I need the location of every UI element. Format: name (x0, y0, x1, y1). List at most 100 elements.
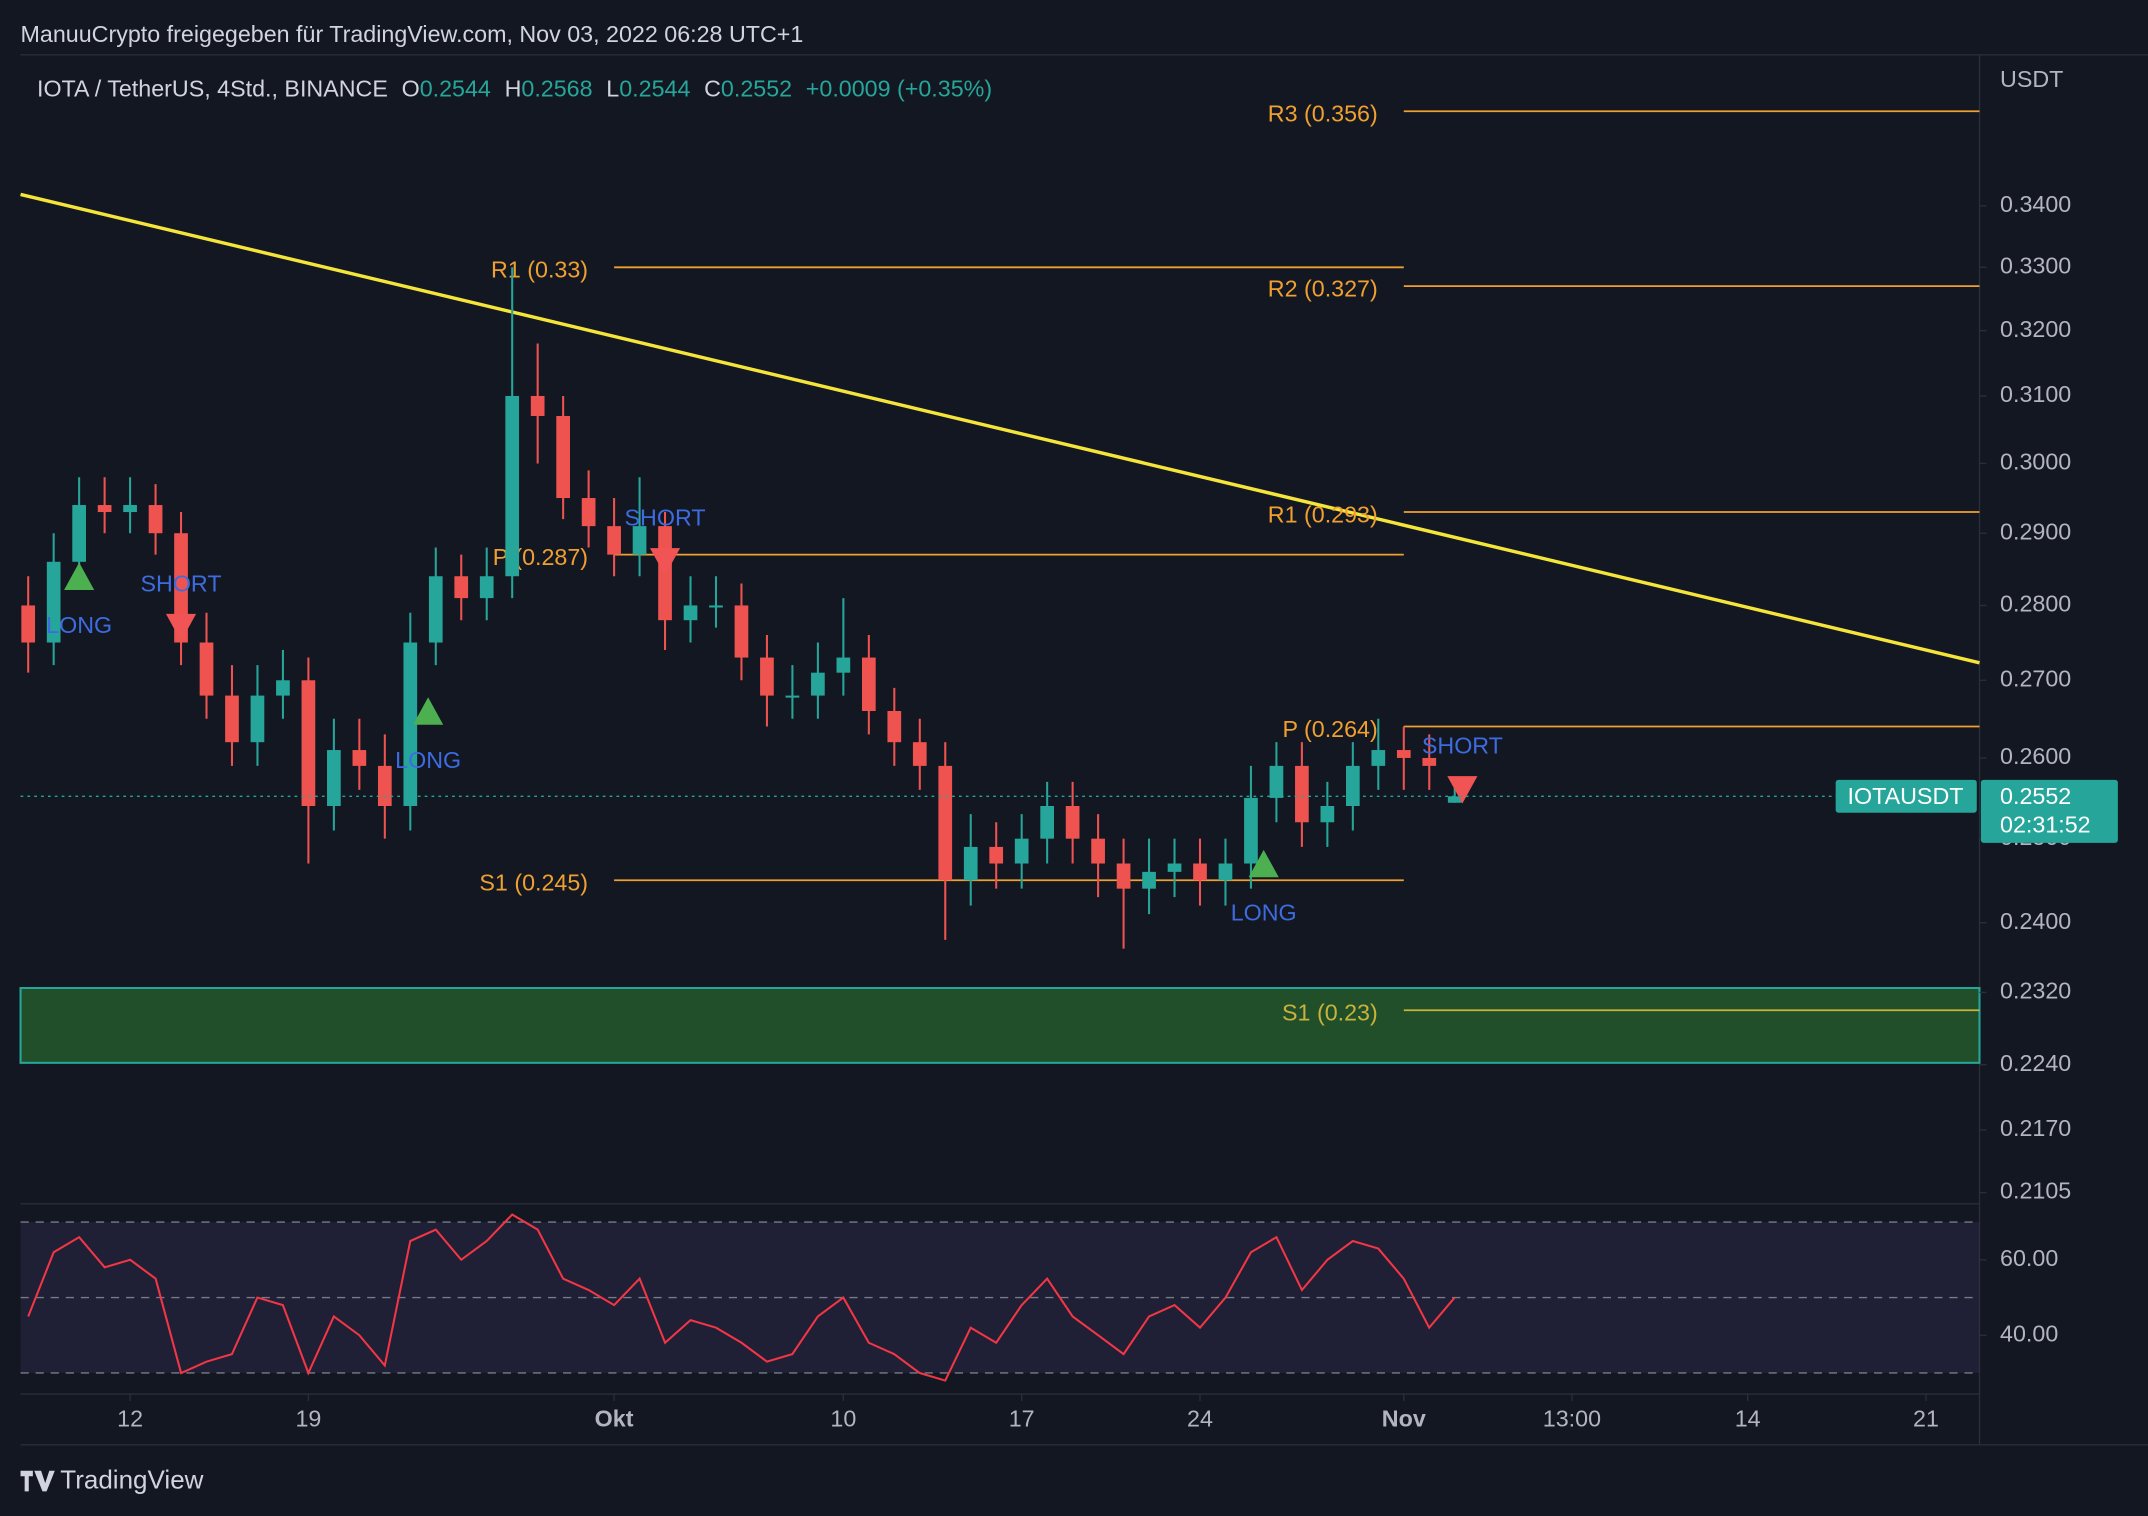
candle-body (1116, 863, 1131, 889)
candle-body (607, 526, 621, 555)
x-tick-label: Nov (1382, 1405, 1426, 1431)
pivot-label: R1 (0.33) (491, 257, 588, 283)
signal-arrow (413, 697, 444, 725)
zone (19, 986, 1981, 1064)
candle-body (301, 680, 316, 807)
candle-body (1345, 765, 1360, 807)
candle-body (989, 846, 1004, 864)
signal-label: SHORT (1422, 733, 1503, 759)
rsi-tick-label: 60.00 (2000, 1245, 2058, 1271)
y-tick-label: 0.2320 (2000, 978, 2071, 1004)
price-tag-value: 0.2552 (2000, 783, 2071, 809)
candle-body (1091, 838, 1105, 864)
candle-body (938, 765, 953, 881)
price-tag (1980, 779, 2118, 843)
signal-label: SHORT (625, 505, 706, 531)
candle-body (46, 561, 61, 643)
candle-body (581, 498, 596, 527)
y-tick-label: 0.2600 (2000, 743, 2071, 769)
brand: TradingView (60, 1465, 203, 1495)
signal-label: LONG (395, 747, 461, 773)
candle-body (1040, 806, 1055, 839)
candle-body (1447, 796, 1462, 803)
candle-body (21, 605, 36, 643)
candle-body (250, 695, 265, 743)
x-tick-label: 21 (1913, 1405, 1939, 1431)
candle-body (530, 395, 545, 416)
brand-logo (20, 1470, 55, 1492)
candle-body (123, 505, 137, 513)
candle-body (428, 576, 443, 643)
symbol-tag-label: IOTAUSDT (1848, 783, 1964, 809)
candle-body (912, 742, 927, 766)
legend-part: L (606, 76, 619, 102)
signal-arrow (1447, 776, 1478, 804)
x-tick-label: 24 (1187, 1405, 1213, 1431)
candle-body (1142, 871, 1156, 889)
x-tick-label: 14 (1735, 1405, 1761, 1431)
candle-body (760, 657, 774, 696)
candle-body (1396, 750, 1411, 758)
y-tick-label: 0.3200 (2000, 316, 2071, 342)
legend: IOTA / TetherUS, 4Std., BINANCE O0.2544 H0… (37, 76, 992, 102)
candle-body (479, 576, 494, 599)
shared-by: ManuuCrypto freigegeben für TradingView.… (21, 21, 804, 47)
x-tick-label: 10 (830, 1405, 856, 1431)
pivot-label: R3 (0.356) (1268, 100, 1378, 126)
candle-body (887, 710, 902, 743)
legend-part: C (704, 76, 721, 102)
candle-body (785, 695, 800, 698)
candle-body (1244, 797, 1258, 864)
y-tick-label: 0.3100 (2000, 381, 2071, 407)
candle-body (1193, 863, 1207, 881)
signal-arrow (64, 562, 95, 590)
trendline (20, 192, 1980, 665)
candle-body (1371, 750, 1386, 766)
x-tick-label: 19 (295, 1405, 321, 1431)
legend-part: H (505, 76, 522, 102)
signal-arrow (649, 548, 681, 576)
candle-body (352, 750, 367, 766)
y-tick-label: 0.2240 (2000, 1050, 2071, 1076)
candle-body (403, 642, 418, 807)
y-tick-label: 0.3300 (2000, 252, 2071, 278)
price-tag-countdown: 02:31:52 (2000, 812, 2091, 838)
y-tick-label: 0.2800 (2000, 591, 2071, 617)
candle-body (1320, 806, 1335, 823)
y-tick-label: 0.3400 (2000, 191, 2071, 217)
pivot-label: R1 (0.293) (1268, 501, 1378, 527)
x-tick-label: 12 (117, 1405, 143, 1431)
y-tick-label: 0.2105 (2000, 1178, 2071, 1204)
candle-body (199, 642, 214, 696)
symbol-tag (1835, 779, 1977, 813)
x-tick-label: 13:00 (1543, 1405, 1601, 1431)
signal-label: SHORT (141, 570, 222, 596)
legend-part: O (402, 76, 420, 102)
legend-part: 0.2544 (619, 76, 690, 102)
candle-body (811, 672, 825, 696)
signal-label: LONG (1231, 899, 1297, 925)
rsi-line (27, 1213, 1456, 1382)
candle-body (1014, 838, 1029, 864)
candle-body (148, 505, 163, 534)
signal-arrow (165, 613, 197, 642)
legend-part: 0.2568 (521, 76, 592, 102)
candle-body (505, 395, 520, 577)
legend-part: 0.2552 (721, 76, 792, 102)
candle-body (836, 657, 851, 673)
candle-body (454, 576, 469, 599)
currency: USDT (2000, 66, 2063, 92)
candle-body (1065, 806, 1080, 839)
x-tick-label: 17 (1009, 1405, 1035, 1431)
candle-body (327, 750, 341, 807)
legend-part: +0.0009 (+0.35%) (806, 76, 992, 102)
x-tick-label: Okt (595, 1405, 634, 1431)
pivot-label: S1 (0.23) (1282, 1000, 1378, 1026)
candle-body (556, 415, 570, 499)
rsi-tick-label: 40.00 (2000, 1320, 2058, 1346)
candle-body (1269, 765, 1284, 798)
pivot-label: S1 (0.245) (479, 870, 588, 896)
signal-arrow (1248, 849, 1279, 878)
